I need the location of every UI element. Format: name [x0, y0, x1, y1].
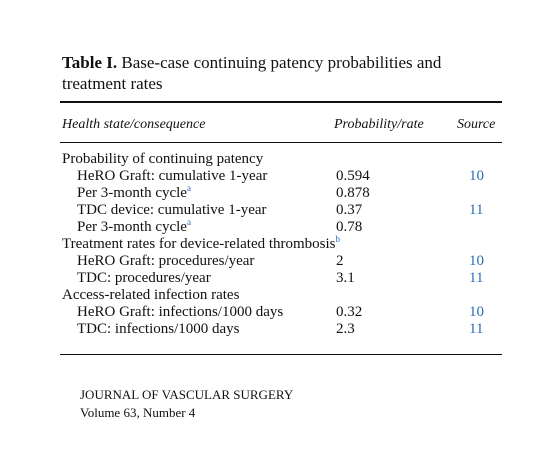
column-header: Probability/rate — [334, 117, 424, 132]
section-title: Access-related infection rates — [62, 287, 239, 304]
section-title: Treatment rates for device-related throm… — [62, 234, 341, 253]
row-source: 10 — [469, 304, 484, 320]
row-label-text: HeRO Graft: procedures/year — [77, 253, 255, 269]
journal-volume: Volume 63, Number 4 — [80, 405, 196, 420]
row-value: 3.1 — [336, 270, 355, 286]
row-source: 10 — [469, 168, 484, 184]
row-label: HeRO Graft: infections/1000 days — [77, 304, 283, 321]
row-label-text: HeRO Graft: infections/1000 days — [77, 304, 284, 320]
row-label: HeRO Graft: cumulative 1-year — [77, 168, 267, 185]
row-label-text: HeRO Graft: cumulative 1-year — [77, 168, 268, 184]
row-label-text: Per 3-month cycle — [77, 219, 187, 235]
row-source: 11 — [469, 321, 484, 337]
row-value: 2 — [336, 253, 344, 269]
table-label: Table I. — [62, 53, 118, 72]
row-value: 0.78 — [336, 219, 363, 235]
row-label: Per 3-month cyclea — [77, 183, 191, 202]
row-label-text: TDC device: cumulative 1-year — [77, 202, 267, 218]
row-label-text: Per 3-month cycle — [77, 185, 187, 201]
section-title-text: Probability of continuing patency — [62, 151, 264, 167]
table-caption: Base-case continuing patency probabiliti… — [62, 53, 442, 93]
row-value: 0.878 — [336, 185, 370, 201]
row-value: 0.32 — [336, 304, 363, 320]
row-source: 11 — [469, 270, 484, 286]
journal-name: JOURNAL OF VASCULAR SURGERY — [80, 387, 294, 402]
row-value: 0.37 — [336, 202, 363, 218]
row-label: HeRO Graft: procedures/year — [77, 253, 254, 270]
table-title: Table I. Base-case continuing patency pr… — [62, 52, 502, 94]
row-label: Per 3-month cyclea — [77, 217, 191, 236]
row-value: 2.3 — [336, 321, 355, 337]
footnote-mark: a — [186, 183, 191, 193]
section-title: Probability of continuing patency — [62, 151, 263, 168]
row-label: TDC device: cumulative 1-year — [77, 202, 267, 219]
header-rule — [60, 142, 502, 143]
footnote-mark: a — [186, 217, 191, 227]
row-label: TDC: procedures/year — [77, 270, 211, 287]
column-header: Source — [457, 117, 496, 132]
row-label-text: TDC: procedures/year — [77, 270, 211, 286]
row-value: 0.594 — [336, 168, 370, 184]
row-label-text: TDC: infections/1000 days — [77, 321, 240, 337]
top-rule — [60, 101, 502, 103]
row-source: 11 — [469, 202, 484, 218]
column-header: Health state/consequence — [62, 117, 206, 132]
footnote-mark: b — [335, 234, 341, 244]
bottom-rule — [60, 354, 502, 355]
row-source: 10 — [469, 253, 484, 269]
section-title-text: Access-related infection rates — [62, 287, 240, 303]
row-label: TDC: infections/1000 days — [77, 321, 239, 338]
section-title-text: Treatment rates for device-related throm… — [62, 236, 336, 252]
